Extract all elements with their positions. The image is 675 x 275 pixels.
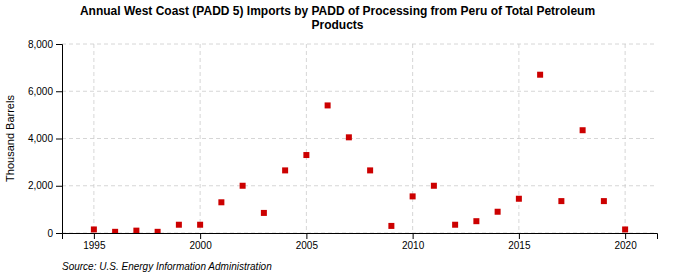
tick: 4,000 <box>28 133 62 144</box>
point <box>197 222 203 228</box>
grid-line-y <box>62 91 657 92</box>
tick: 1995 <box>83 233 106 251</box>
grid <box>62 44 657 233</box>
tick-mark <box>56 91 62 92</box>
point <box>601 198 607 204</box>
point <box>452 222 458 228</box>
point <box>325 102 331 108</box>
point <box>558 198 564 204</box>
point <box>133 228 139 233</box>
title-line: Annual West Coast (PADD 5) Imports by PA… <box>80 4 595 18</box>
point <box>91 226 97 232</box>
tick: 2,000 <box>28 180 62 191</box>
source: Source: U.S. Energy Information Administ… <box>62 261 272 272</box>
point <box>155 229 161 233</box>
tick-mark <box>306 233 307 239</box>
point <box>303 152 309 158</box>
tick-label: 2005 <box>296 240 319 251</box>
tick: 2005 <box>296 233 319 251</box>
grid-line-y <box>62 138 657 139</box>
point <box>495 209 501 215</box>
point <box>431 183 437 189</box>
chart: Annual West Coast (PADD 5) Imports by PA… <box>0 0 675 275</box>
tick-mark <box>200 233 201 239</box>
point <box>388 223 394 229</box>
grid-line-x <box>518 44 519 233</box>
tick-label: 6,000 <box>28 86 53 97</box>
tick: 0 <box>47 228 62 239</box>
grid-line-x <box>625 44 626 233</box>
tick-label: 2015 <box>508 240 531 251</box>
tick-label: 4,000 <box>28 133 53 144</box>
tick-mark <box>56 186 62 187</box>
point <box>367 167 373 173</box>
tick: 2010 <box>402 233 425 251</box>
title-line: Products <box>311 18 363 32</box>
axis-line <box>63 234 658 240</box>
point <box>240 183 246 189</box>
tick: 6,000 <box>28 86 62 97</box>
tick-mark <box>413 233 414 239</box>
tick-mark <box>56 44 62 45</box>
grid-line-x <box>412 44 413 233</box>
tick-label: 0 <box>47 228 53 239</box>
points <box>91 72 628 233</box>
y-axis-label: Thousand Barrels <box>4 95 16 182</box>
point <box>622 226 628 232</box>
tick-label: 2,000 <box>28 180 53 191</box>
point <box>282 167 288 173</box>
tick-label: 8,000 <box>28 39 53 50</box>
axis-line <box>56 45 63 234</box>
point <box>516 196 522 202</box>
grid-line-y <box>62 185 657 186</box>
point <box>346 134 352 140</box>
tick-label: 2010 <box>402 240 425 251</box>
tick-mark <box>56 233 62 234</box>
point <box>580 127 586 133</box>
grid-line-x <box>200 44 201 233</box>
tick: 8,000 <box>28 39 62 50</box>
tick-mark <box>56 139 62 140</box>
point <box>261 210 267 216</box>
tick-label: 1995 <box>83 240 106 251</box>
grid-line-x <box>93 44 94 233</box>
y-axis: 0 2,000 4,000 6,000 8,000 <box>28 39 63 239</box>
tick: 2020 <box>615 233 638 251</box>
point <box>218 199 224 205</box>
tick: 2015 <box>508 233 531 251</box>
tick-label: 2020 <box>615 240 638 251</box>
grid-line-y <box>62 44 657 45</box>
x-axis: 1995 2000 2005 2010 2015 2020 <box>63 233 658 251</box>
tick-label: 2000 <box>190 240 213 251</box>
point <box>176 222 182 228</box>
tick: 2000 <box>190 233 213 251</box>
plot-area: 1995 2000 2005 2010 2015 2020 0 2,000 4,000 6,000… <box>28 39 658 251</box>
grid-line-x <box>306 44 307 233</box>
point <box>473 218 479 224</box>
tick-mark <box>625 233 626 239</box>
title: Annual West Coast (PADD 5) Imports by PA… <box>80 4 595 32</box>
tick-mark <box>94 233 95 239</box>
point <box>410 193 416 199</box>
point <box>112 229 118 233</box>
point <box>537 72 543 78</box>
tick-mark <box>519 233 520 239</box>
